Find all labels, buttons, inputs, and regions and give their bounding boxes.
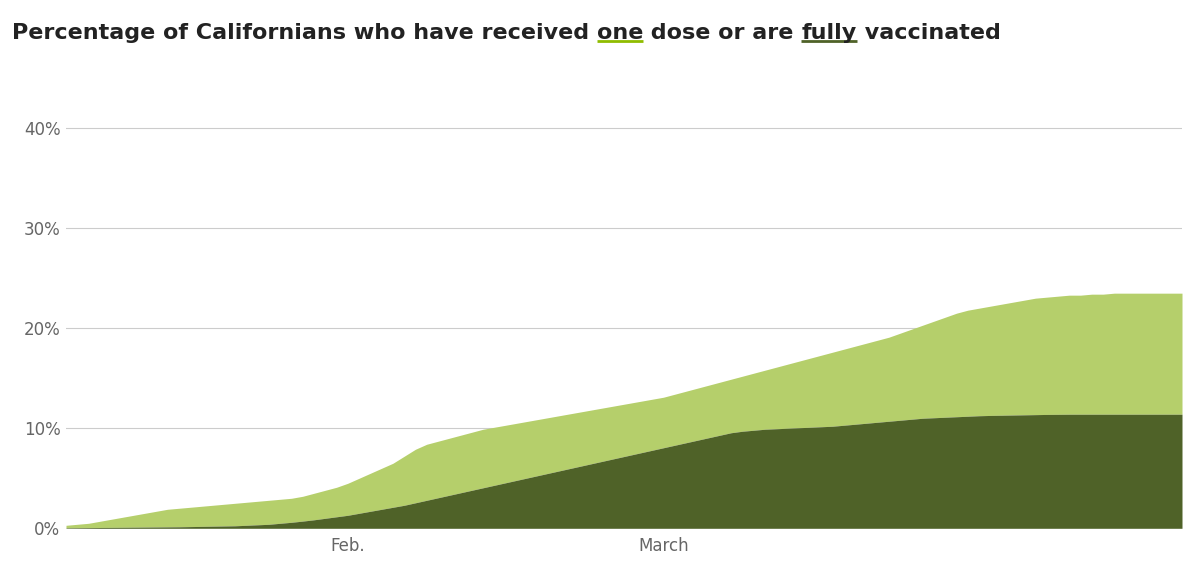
Text: Percentage of Californians who have received: Percentage of Californians who have rece…	[12, 23, 596, 43]
Text: dose or are: dose or are	[643, 23, 802, 43]
Text: one: one	[596, 23, 643, 43]
Text: vaccinated: vaccinated	[857, 23, 1001, 43]
Text: fully: fully	[802, 23, 857, 43]
